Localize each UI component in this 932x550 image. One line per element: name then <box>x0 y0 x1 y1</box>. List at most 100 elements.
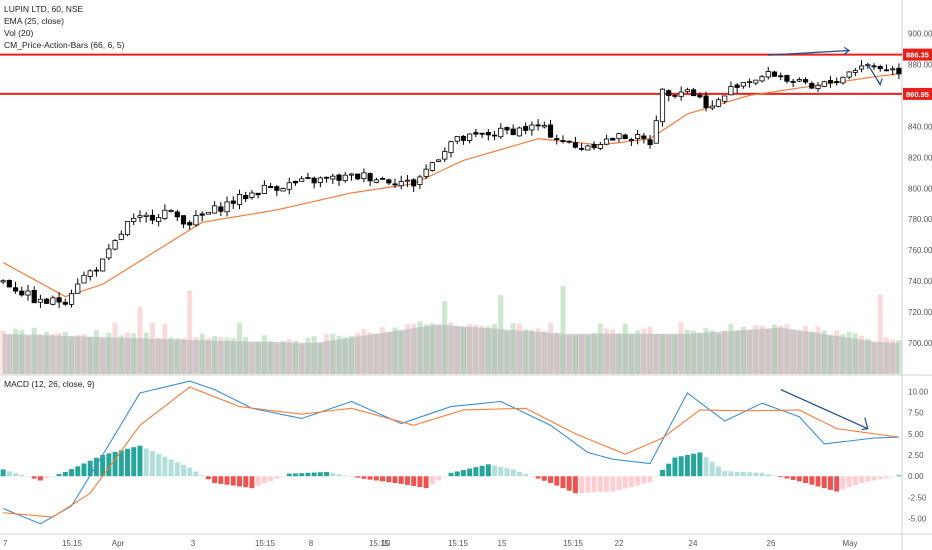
macd-histogram-bar <box>149 451 155 477</box>
macd-histogram-bar <box>174 462 180 477</box>
macd-histogram-bar <box>131 447 137 477</box>
macd-histogram-bar <box>6 471 12 477</box>
macd-histogram-bar <box>740 471 746 477</box>
macd-tick-label: 2.50 <box>908 451 924 460</box>
candle-up <box>68 293 75 305</box>
candle-down <box>572 142 578 148</box>
macd-histogram-bar <box>342 475 348 477</box>
macd-tick-label: 10.00 <box>908 387 929 396</box>
macd-histogram-bar <box>821 476 827 489</box>
macd-histogram-bar <box>660 469 665 477</box>
macd-histogram-bar <box>871 476 877 481</box>
macd-histogram-bar <box>280 476 286 477</box>
macd-histogram-bar <box>541 476 547 481</box>
candle-up <box>361 172 367 179</box>
macd-histogram-bar <box>765 474 771 477</box>
candle-up <box>373 179 379 183</box>
macd-histogram-bar <box>454 471 460 477</box>
legend-symbol: LUPIN LTD, 60, NSE <box>4 4 84 14</box>
macd-histogram-bar <box>890 476 896 477</box>
candle-up <box>236 193 243 206</box>
candle-down <box>877 66 883 70</box>
macd-histogram-bar <box>703 457 709 477</box>
macd-histogram-bar <box>56 474 62 477</box>
candle-down <box>560 140 566 142</box>
candle-down <box>218 206 224 212</box>
candle-up <box>299 178 305 182</box>
macd-histogram-bar <box>759 472 765 477</box>
candle-down <box>827 80 834 84</box>
macd-histogram-bar <box>212 476 218 484</box>
candle-up <box>753 79 759 84</box>
candle-up <box>417 176 423 185</box>
time-tick-label: 10 <box>382 539 391 548</box>
candle-up <box>840 76 846 84</box>
macd-histogram-bar <box>684 455 690 477</box>
volume-bar <box>187 290 193 374</box>
macd-histogram-bar <box>106 453 112 477</box>
candle-up <box>87 270 93 277</box>
candle-up <box>205 211 211 215</box>
candle-up <box>709 105 715 109</box>
candle-up <box>747 81 753 84</box>
macd-histogram-bar <box>81 463 87 477</box>
candle-up <box>423 168 429 177</box>
candle-down <box>666 90 672 96</box>
macd-histogram-bar <box>840 476 846 490</box>
macd-histogram-bar <box>467 468 473 477</box>
price-tick-label: 840.00 <box>908 122 932 131</box>
macd-histogram-bar <box>100 455 106 477</box>
macd-histogram-bar <box>716 466 721 477</box>
candle-up <box>765 71 771 78</box>
candle-up <box>815 84 821 89</box>
candle-up <box>404 179 411 182</box>
candle-up <box>684 89 690 92</box>
candle-up <box>529 124 535 131</box>
macd-histogram-bar <box>628 476 634 487</box>
candle-down <box>473 132 479 135</box>
price-label-text: 860.95 <box>906 90 929 99</box>
legend-cm-price-action: CM_Price-Action-Bars (66, 6, 5) <box>4 40 125 50</box>
candle-up <box>37 298 44 303</box>
macd-histogram-bar <box>118 450 124 477</box>
candle-up <box>317 177 323 183</box>
macd-histogram-bar <box>809 476 815 485</box>
candle-down <box>523 126 529 131</box>
macd-histogram-bar <box>859 476 865 484</box>
candle-up <box>890 68 896 71</box>
candle-up <box>286 182 292 190</box>
volume-bar <box>560 285 566 374</box>
macd-histogram-bar <box>355 476 361 478</box>
candle-down <box>547 124 554 138</box>
candle-up <box>212 205 218 214</box>
macd-histogram-bar <box>566 476 572 491</box>
candle-up <box>653 120 659 144</box>
macd-histogram-bar <box>230 476 236 486</box>
macd-histogram-bar <box>181 464 186 477</box>
macd-histogram-bar <box>635 476 641 486</box>
macd-histogram-bar <box>44 476 50 479</box>
price-tick-label: 700.00 <box>908 339 932 348</box>
macd-histogram-bar <box>803 476 809 484</box>
candle-down <box>809 82 815 89</box>
candle-up <box>168 209 174 212</box>
macd-histogram-bar <box>274 476 280 479</box>
macd-histogram-bar <box>429 476 435 485</box>
macd-histogram-bar <box>324 471 330 477</box>
candle-down <box>392 183 398 186</box>
time-tick-label: 3 <box>191 539 196 548</box>
candle-up <box>0 280 6 283</box>
candle-up <box>330 175 336 180</box>
candle-down <box>697 94 703 98</box>
macd-tick-label: 7.50 <box>908 409 924 418</box>
candle-up <box>50 297 56 305</box>
candle-up <box>143 214 149 217</box>
candle-down <box>93 269 99 272</box>
price-label-text: 886.35 <box>906 51 929 60</box>
candle-down <box>485 132 491 136</box>
candle-down <box>56 297 62 303</box>
macd-histogram-bar <box>69 469 75 477</box>
candle-up <box>597 144 603 149</box>
